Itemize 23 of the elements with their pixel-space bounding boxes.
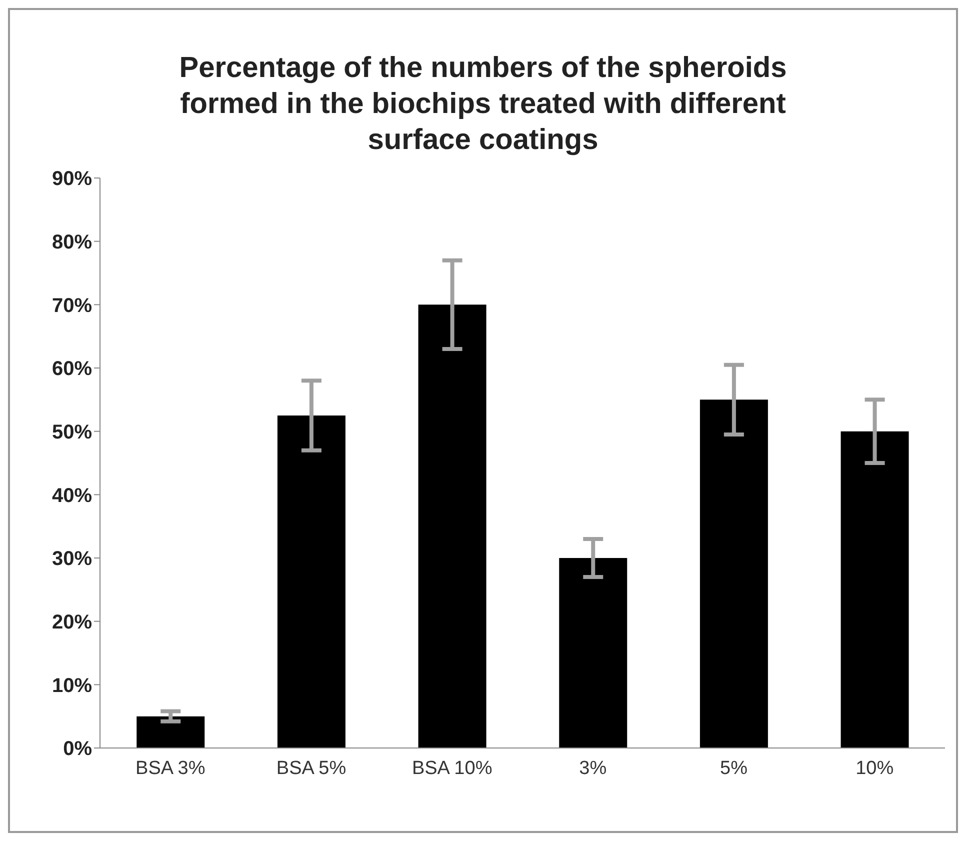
x-tick-label: 3% — [579, 758, 607, 779]
x-tick-label: BSA 10% — [412, 758, 492, 779]
bar — [418, 304, 486, 748]
y-tick-label: 90% — [52, 168, 92, 190]
bar — [700, 400, 768, 748]
y-tick-label: 80% — [52, 231, 92, 254]
bar — [840, 431, 909, 748]
y-tick-label: 30% — [52, 548, 92, 570]
y-tick-label: 10% — [52, 674, 92, 697]
x-tick-label: 10% — [856, 758, 894, 779]
x-tick-label: 5% — [720, 758, 748, 779]
y-tick-label: 50% — [52, 421, 92, 444]
bar — [277, 416, 346, 748]
y-tick-label: 20% — [52, 611, 92, 634]
y-tick-label: 40% — [52, 484, 92, 507]
chart-title: Percentage of the numbers of the spheroids formed in the biochips treated with different surface coatings — [178, 51, 788, 158]
y-tick-label: 0% — [63, 738, 92, 760]
x-tick-label: BSA 3% — [136, 758, 206, 779]
bar — [136, 716, 205, 748]
bar — [559, 558, 628, 748]
y-tick-label: 70% — [52, 294, 92, 317]
y-tick-label: 60% — [52, 358, 92, 380]
x-tick-label: BSA 5% — [276, 758, 346, 779]
